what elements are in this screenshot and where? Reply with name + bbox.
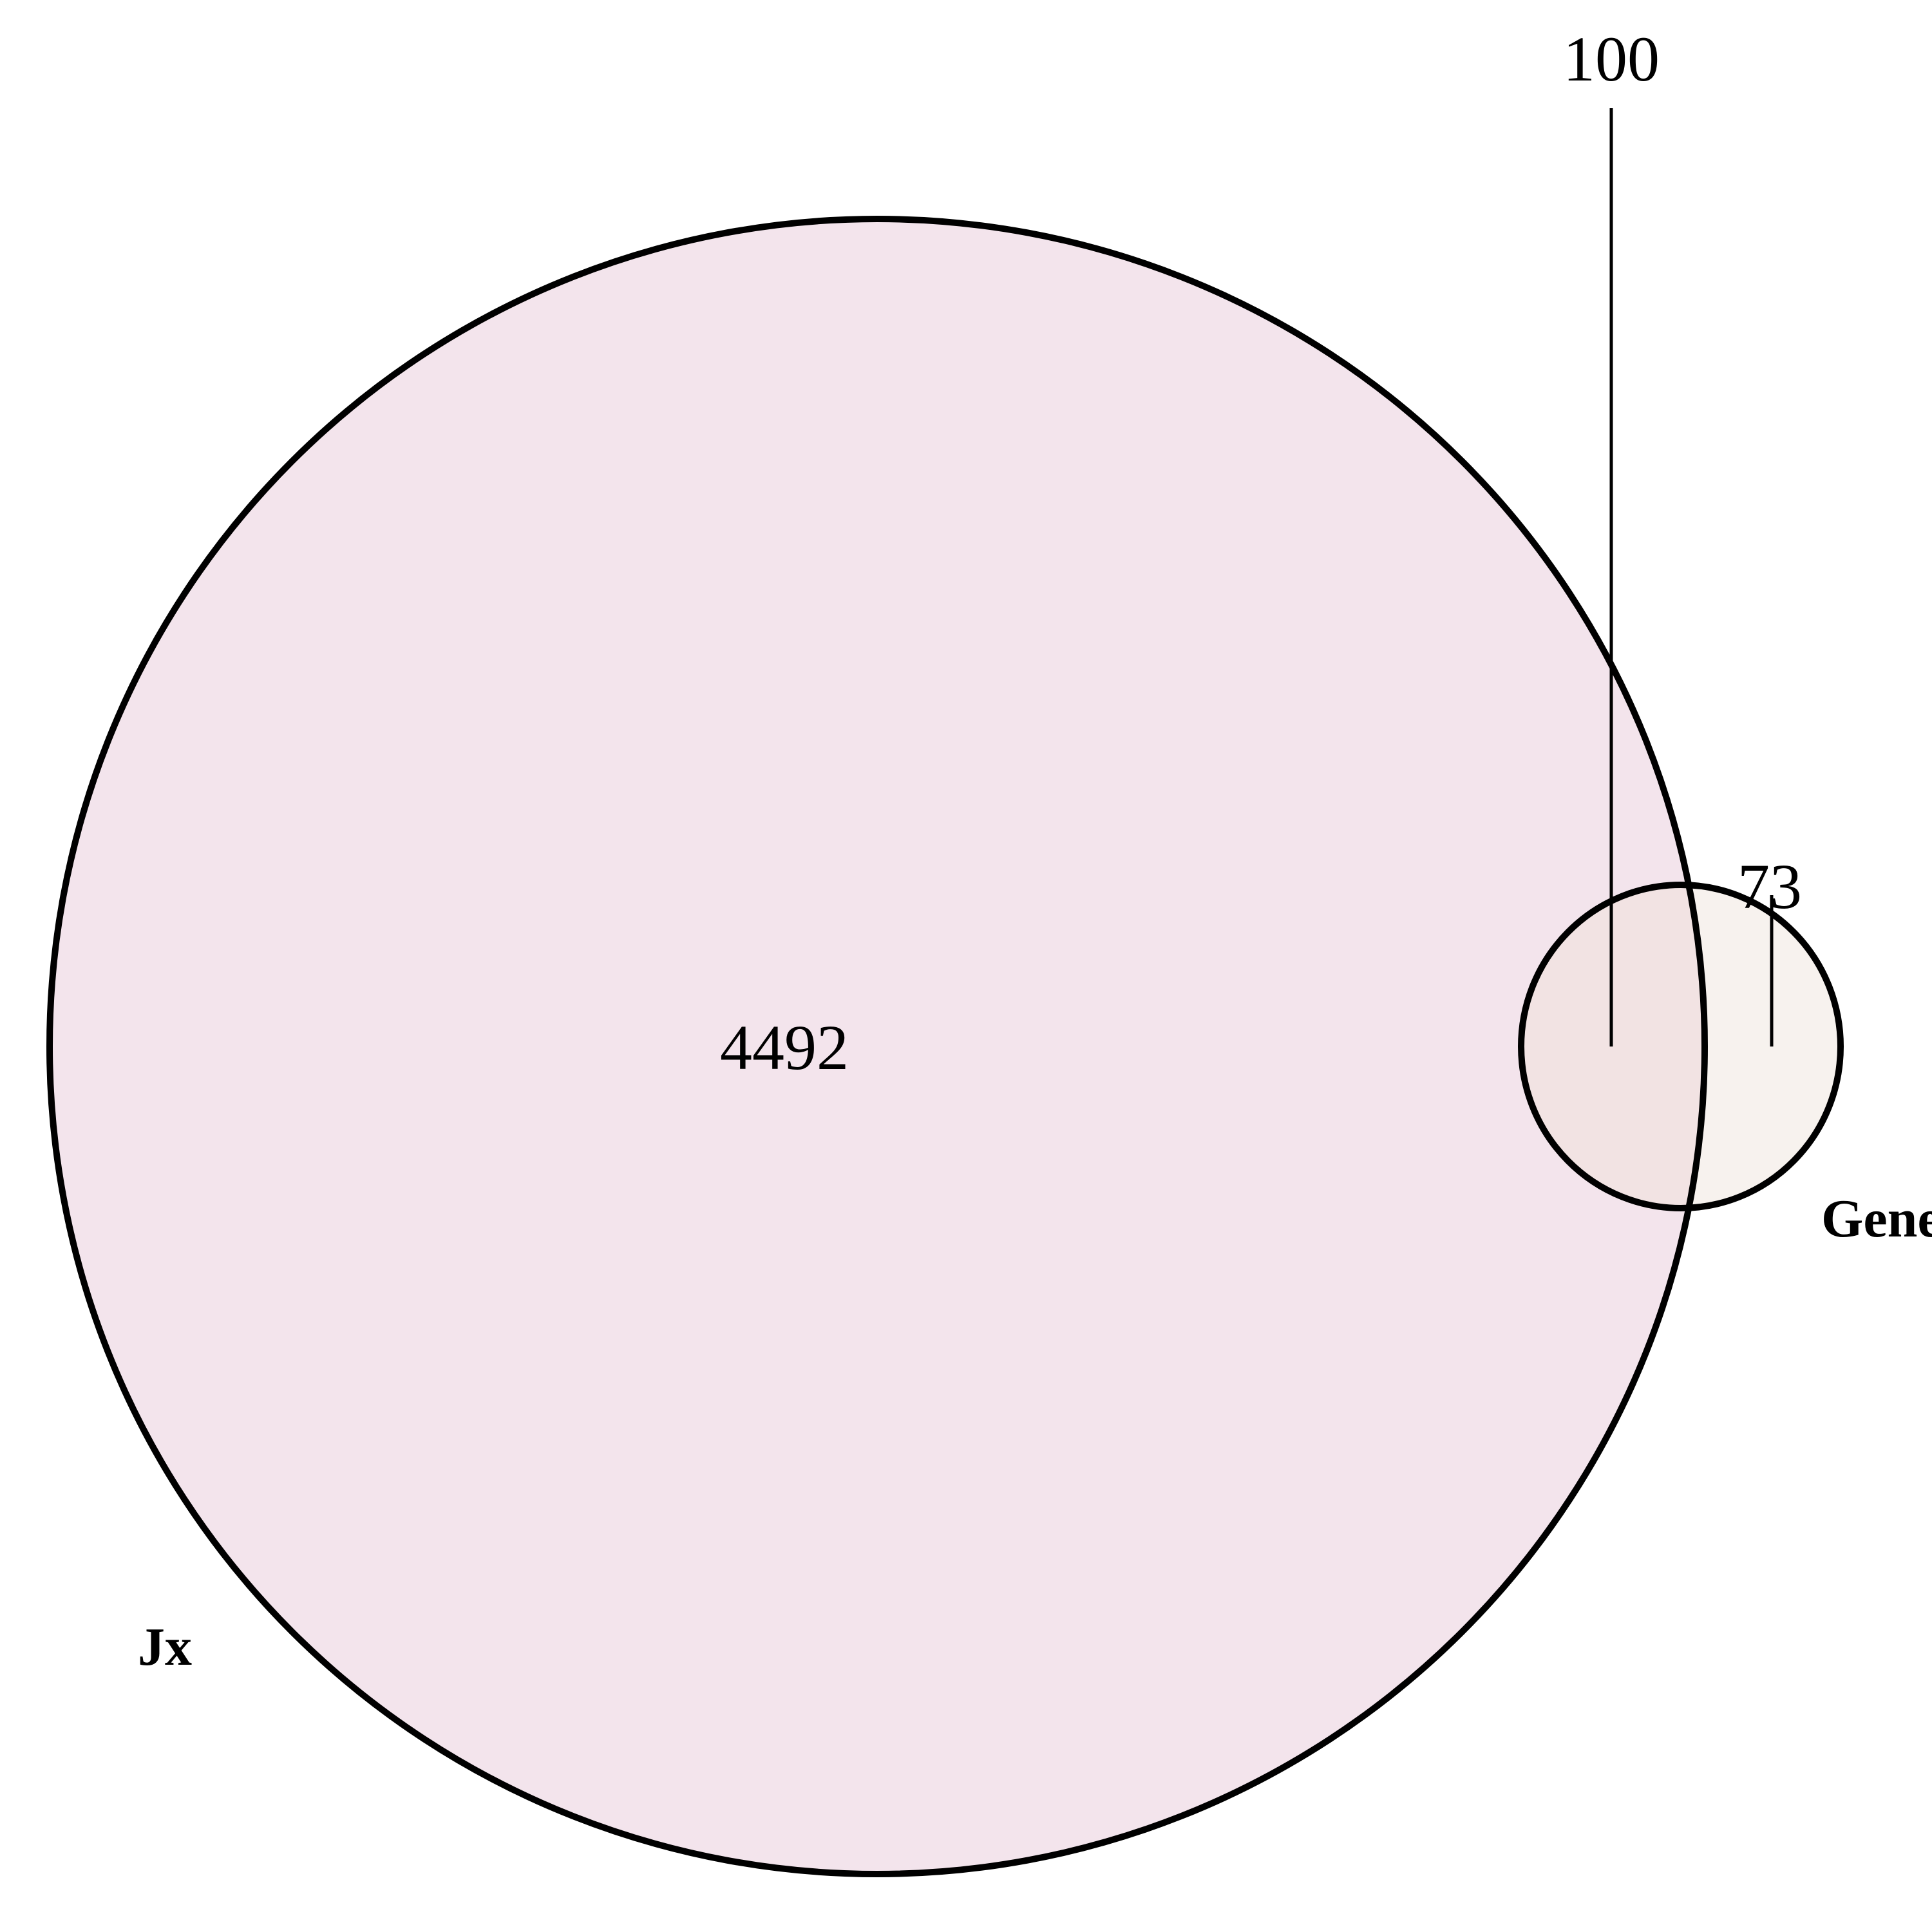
jx-only-count: 4492 [720,1012,849,1083]
intersection-count: 100 [1563,23,1660,95]
set-jx-label: Jx [138,1617,192,1677]
set-gene-label: Gene [1821,1189,1932,1249]
set-gene-outline [1518,882,1844,1211]
gene-only-count: 73 [1738,851,1802,922]
set-jx-outline [46,216,1708,1877]
intersection-region [1521,885,1705,1208]
set-jx-circle [50,219,1705,1874]
